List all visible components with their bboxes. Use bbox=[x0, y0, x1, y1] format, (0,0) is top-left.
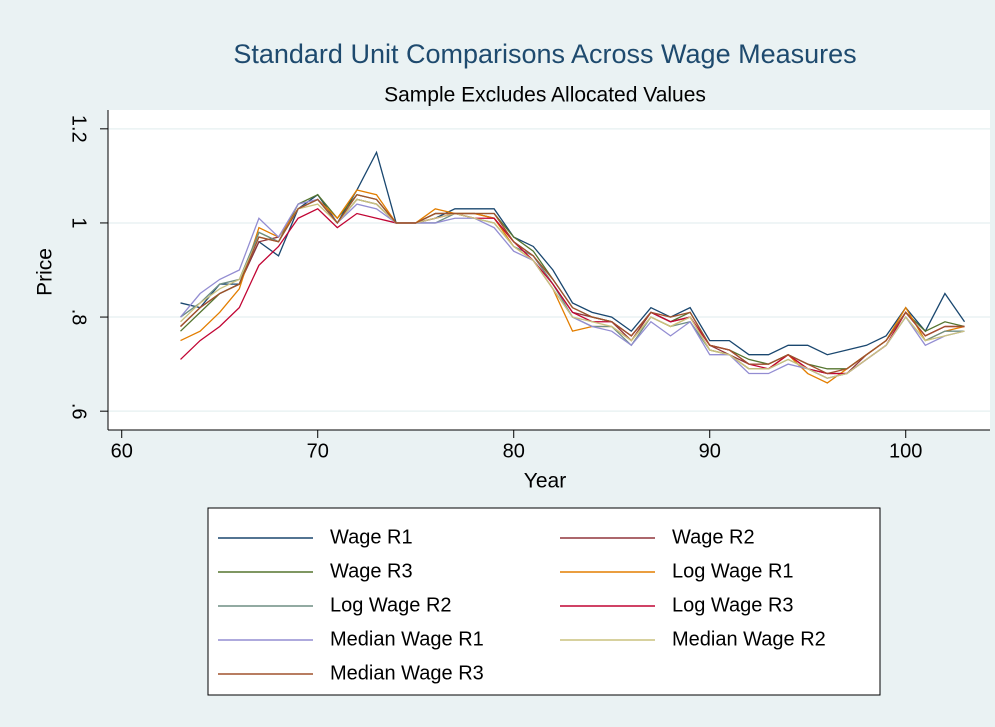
x-tick-label: 80 bbox=[503, 440, 525, 462]
x-tick-label: 70 bbox=[307, 440, 329, 462]
y-axis-label: Price bbox=[34, 248, 57, 296]
chart-title: Standard Unit Comparisons Across Wage Me… bbox=[233, 39, 856, 69]
legend-label: Wage R3 bbox=[330, 560, 413, 582]
x-tick-label: 90 bbox=[699, 440, 721, 462]
series-line bbox=[180, 150, 966, 356]
legend-label: Median Wage R1 bbox=[330, 628, 484, 650]
x-tick-label: 100 bbox=[889, 440, 922, 462]
legend-label: Wage R1 bbox=[330, 526, 413, 548]
legend-label: Log Wage R2 bbox=[330, 594, 452, 616]
x-tick-label: 60 bbox=[111, 440, 133, 462]
y-tick-label: .8 bbox=[68, 309, 90, 326]
series-line bbox=[180, 208, 965, 375]
series-line bbox=[180, 193, 965, 375]
y-tick-label: 1 bbox=[68, 217, 90, 228]
legend-label: Median Wage R3 bbox=[330, 662, 484, 684]
legend-label: Log Wage R1 bbox=[672, 560, 794, 582]
legend-label: Wage R2 bbox=[672, 526, 755, 548]
legend-label: Median Wage R2 bbox=[672, 628, 826, 650]
y-tick-label: .6 bbox=[68, 403, 90, 420]
chart-subtitle: Sample Excludes Allocated Values bbox=[384, 84, 706, 107]
plot-area bbox=[108, 110, 990, 430]
legend-box bbox=[207, 507, 881, 696]
y-tick-label: 1.2 bbox=[68, 115, 90, 143]
legend-label: Log Wage R3 bbox=[672, 594, 794, 616]
series-line bbox=[180, 198, 965, 379]
x-axis-label: Year bbox=[524, 470, 566, 493]
